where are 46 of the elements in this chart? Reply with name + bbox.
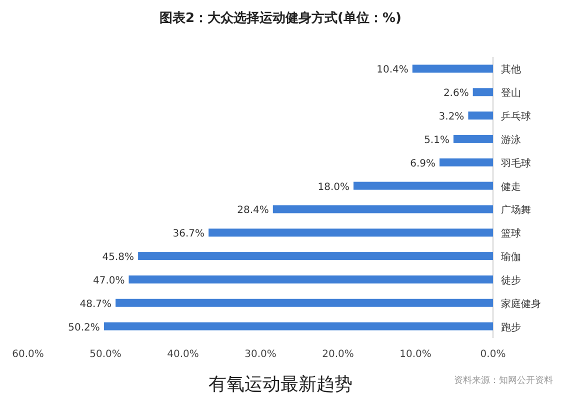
- bar: [138, 252, 493, 260]
- data-label: 3.2%: [438, 112, 464, 123]
- data-label: 47.0%: [92, 275, 125, 286]
- y-tick-label: 羽毛球: [501, 157, 531, 170]
- chart-title: 图表2：大众选择运动健身方式(单位：%): [160, 10, 402, 26]
- bar: [104, 322, 493, 330]
- y-tick-label: 其他: [501, 64, 521, 76]
- data-label: 2.6%: [443, 88, 469, 100]
- x-tick-label: 30.0%: [244, 349, 276, 360]
- data-label: 18.0%: [318, 182, 350, 193]
- y-tick-label: 乒乓球: [501, 110, 531, 123]
- data-label: 28.4%: [237, 205, 269, 216]
- data-label: 6.9%: [410, 158, 436, 170]
- data-label: 45.8%: [102, 252, 134, 264]
- x-tick-label: 40.0%: [167, 349, 199, 360]
- data-label: 36.7%: [172, 228, 205, 240]
- x-tick-label: 60.0%: [12, 349, 44, 360]
- data-label: 48.7%: [80, 298, 112, 310]
- x-tick-label: 0.0%: [480, 349, 506, 360]
- data-label: 5.1%: [424, 134, 450, 146]
- y-tick-label: 健走: [501, 180, 521, 193]
- y-tick-label: 广场舞: [501, 204, 531, 216]
- x-tick-label: 20.0%: [322, 349, 354, 360]
- bar: [468, 112, 493, 120]
- bar: [272, 205, 493, 214]
- bar: [472, 88, 493, 96]
- bar: [128, 275, 493, 284]
- bar: [354, 182, 493, 190]
- y-tick-label: 徒步: [501, 274, 521, 286]
- text: 有氧运动最新趋势: [208, 374, 352, 395]
- bar: [453, 134, 493, 143]
- x-tick-label: 50.0%: [90, 349, 122, 360]
- y-tick-label: 家庭健身: [501, 298, 541, 310]
- bar: [116, 298, 493, 307]
- y-tick-label: 瑜伽: [501, 251, 521, 264]
- y-tick-label: 跑步: [501, 321, 521, 334]
- y-tick-label: 游泳: [501, 134, 521, 146]
- bar: [208, 228, 493, 237]
- data-label: 10.4%: [376, 64, 408, 76]
- data-label: 50.2%: [68, 322, 100, 334]
- y-tick-label: 登山: [501, 87, 521, 100]
- text: 资料来源：知网公开资料: [454, 375, 553, 386]
- bar: [412, 64, 493, 73]
- x-tick-label: 10.0%: [400, 349, 432, 360]
- y-tick-label: 篮球: [501, 228, 521, 240]
- bar: [440, 158, 493, 166]
